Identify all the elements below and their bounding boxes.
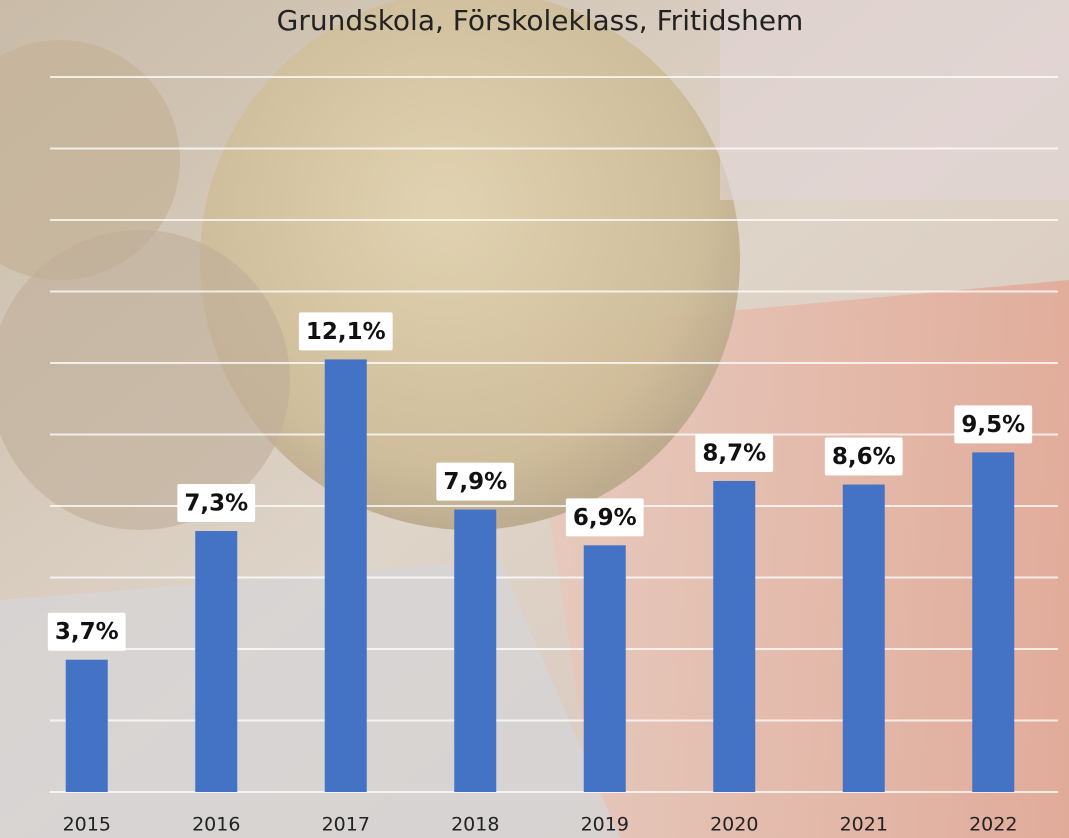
data-label-box [954,405,1033,444]
data-label: 9,5% [961,412,1025,438]
data-label-box [436,462,515,501]
data-label-box [824,437,903,476]
data-label: 3,7% [55,619,119,645]
x-tick-label: 2017 [322,814,370,836]
data-label-box [565,498,644,537]
x-tick-label: 2015 [63,814,111,836]
x-tick-label: 2019 [581,814,629,836]
data-label-box [695,433,774,472]
x-tick-label: 2021 [840,814,888,836]
data-label: 8,6% [832,444,896,470]
data-label: 8,7% [702,440,766,466]
data-label: 7,9% [443,469,507,495]
bar [454,509,497,792]
bar [195,531,238,792]
data-label: 12,1% [306,319,386,345]
bar [65,659,108,792]
x-tick-label: 2022 [969,814,1017,836]
data-label-box [177,484,256,523]
data-label-box [47,612,126,651]
x-tick-label: 2018 [451,814,499,836]
chart-title: Grundskola, Förskoleklass, Fritidshem [277,4,804,37]
data-label: 7,3% [184,491,248,517]
bar [972,452,1015,792]
data-label-box [298,312,393,351]
bar [324,359,367,792]
bar [583,545,626,792]
bar [842,484,885,792]
data-label: 6,9% [573,505,637,531]
bar [713,480,756,792]
x-tick-label: 2020 [710,814,758,836]
x-tick-label: 2016 [192,814,240,836]
